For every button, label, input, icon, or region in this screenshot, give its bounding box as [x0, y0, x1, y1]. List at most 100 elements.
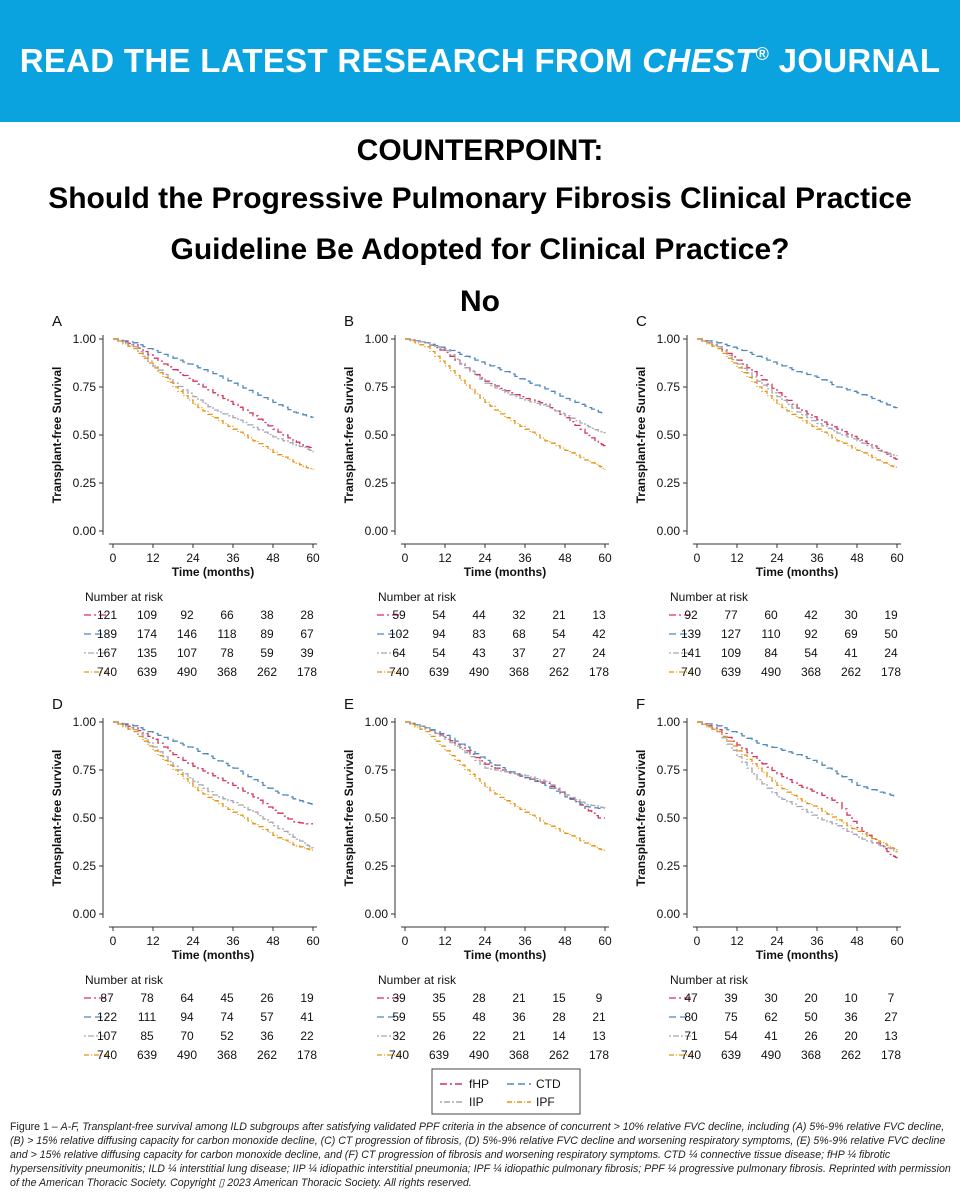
- banner-suffix: JOURNAL: [769, 42, 941, 79]
- risk-count: 127: [721, 627, 741, 641]
- y-tick-label: 1.00: [657, 715, 681, 729]
- risk-count: 22: [300, 1029, 314, 1043]
- risk-count: 740: [97, 1048, 117, 1062]
- panel-b: B 0.00 0.25 0.50 0.75 1.00 Transplant-free Sur…: [342, 313, 612, 679]
- risk-count: 490: [177, 665, 197, 679]
- risk-count: 27: [884, 1010, 898, 1024]
- risk-count: 64: [180, 991, 194, 1005]
- y-tick-label: 1.00: [73, 715, 97, 729]
- risk-count: 57: [260, 1010, 274, 1024]
- x-tick-label: 0: [110, 551, 117, 565]
- risk-table-title: Number at risk: [85, 973, 164, 987]
- risk-count: 42: [592, 627, 606, 641]
- y-tick-label: 0.75: [73, 763, 97, 777]
- risk-count: 740: [389, 1048, 409, 1062]
- y-tick-label: 1.00: [365, 332, 389, 346]
- risk-count: 38: [260, 608, 274, 622]
- curve-fhp: [113, 721, 313, 825]
- risk-count: 368: [217, 1048, 237, 1062]
- risk-count: 262: [549, 665, 569, 679]
- caption-lead: Figure 1 –: [10, 1121, 61, 1133]
- risk-count: 110: [761, 627, 780, 641]
- y-tick-label: 1.00: [365, 715, 389, 729]
- curve-fhp: [697, 721, 898, 859]
- risk-count: 490: [469, 665, 489, 679]
- panel-e: E 0.00 0.25 0.50 0.75 1.00 Transplant-free Sur…: [342, 696, 612, 1062]
- risk-table-title: Number at risk: [378, 973, 457, 987]
- curve-ctd: [697, 338, 898, 409]
- x-axis-label: Time (months): [756, 948, 838, 962]
- article-title-line-2: Guideline Be Adopted for Clinical Practi…: [170, 233, 790, 266]
- risk-count: 19: [300, 991, 314, 1005]
- risk-count: 89: [260, 627, 274, 641]
- y-tick-label: 0.50: [365, 428, 389, 442]
- legend-label: CTD: [536, 1077, 561, 1091]
- y-tick-label: 0.50: [73, 811, 97, 825]
- risk-count: 45: [220, 991, 234, 1005]
- risk-count: 639: [721, 665, 741, 679]
- panel-label: C: [636, 313, 647, 330]
- risk-count: 80: [684, 1010, 698, 1024]
- risk-count: 70: [180, 1029, 194, 1043]
- y-tick-label: 0.00: [365, 524, 389, 538]
- panel-f: F 0.00 0.25 0.50 0.75 1.00 Transplant-free Sur…: [634, 696, 904, 1062]
- risk-count: 39: [724, 991, 738, 1005]
- risk-count: 22: [472, 1029, 486, 1043]
- risk-count: 78: [140, 991, 154, 1005]
- x-axis-label: Time (months): [464, 948, 546, 962]
- y-tick-label: 0.50: [657, 811, 681, 825]
- y-tick-label: 0.75: [365, 763, 389, 777]
- x-tick-label: 0: [110, 934, 117, 948]
- risk-count: 94: [432, 627, 446, 641]
- risk-count: 178: [589, 665, 609, 679]
- x-tick-label: 12: [438, 934, 452, 948]
- x-tick-label: 36: [226, 551, 240, 565]
- risk-count: 109: [137, 608, 157, 622]
- curve-ipf: [405, 338, 606, 470]
- risk-count: 490: [761, 1048, 781, 1062]
- risk-count: 59: [392, 608, 406, 622]
- risk-count: 490: [469, 1048, 489, 1062]
- risk-count: 32: [512, 608, 526, 622]
- risk-count: 146: [177, 627, 197, 641]
- risk-count: 20: [844, 1029, 858, 1043]
- risk-count: 54: [552, 627, 566, 641]
- y-tick-label: 0.25: [73, 859, 97, 873]
- curve-iip: [405, 338, 606, 434]
- risk-count: 35: [432, 991, 446, 1005]
- risk-count: 639: [429, 1048, 449, 1062]
- risk-count: 54: [724, 1029, 738, 1043]
- risk-count: 135: [137, 646, 157, 660]
- risk-count: 7: [888, 991, 895, 1005]
- risk-count: 13: [884, 1029, 898, 1043]
- x-tick-label: 12: [730, 934, 744, 948]
- x-tick-label: 60: [306, 934, 320, 948]
- risk-count: 262: [549, 1048, 569, 1062]
- risk-count: 167: [97, 646, 117, 660]
- curve-iip: [113, 338, 314, 453]
- risk-count: 59: [392, 1010, 406, 1024]
- risk-count: 94: [180, 1010, 194, 1024]
- risk-count: 41: [300, 1010, 314, 1024]
- curve-ctd: [697, 721, 898, 798]
- y-tick-label: 0.75: [73, 380, 97, 394]
- x-tick-label: 0: [694, 934, 701, 948]
- y-tick-label: 0.25: [365, 476, 389, 490]
- x-tick-label: 0: [694, 551, 701, 565]
- risk-count: 36: [512, 1010, 526, 1024]
- banner-prefix: READ THE LATEST RESEARCH FROM: [19, 42, 643, 79]
- risk-table-title: Number at risk: [378, 590, 457, 604]
- risk-count: 62: [764, 1010, 778, 1024]
- curve-ipf: [113, 338, 314, 470]
- risk-count: 75: [724, 1010, 738, 1024]
- x-tick-label: 48: [850, 551, 864, 565]
- x-tick-label: 48: [850, 934, 864, 948]
- risk-count: 28: [300, 608, 314, 622]
- registered-mark: ®: [755, 44, 770, 64]
- risk-count: 141: [681, 646, 701, 660]
- panel-label: B: [344, 313, 354, 330]
- x-tick-label: 24: [770, 934, 784, 948]
- risk-count: 639: [721, 1048, 741, 1062]
- x-tick-label: 12: [438, 551, 452, 565]
